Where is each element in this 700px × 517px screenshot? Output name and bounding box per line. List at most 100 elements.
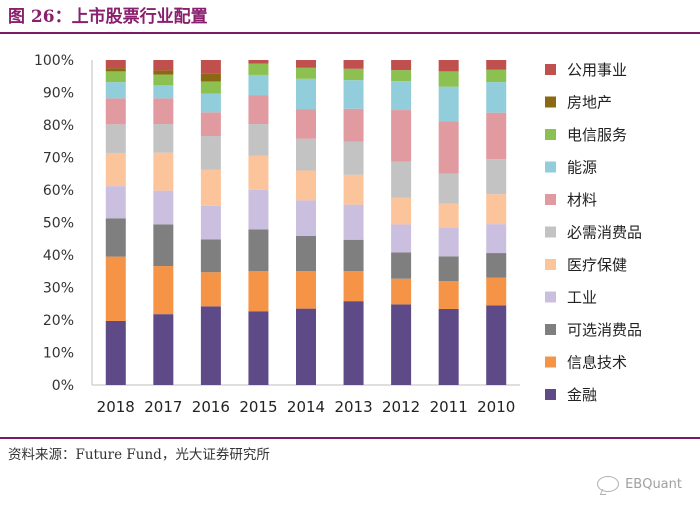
bar-segment	[296, 138, 316, 171]
figure-title: 图 26：上市股票行业配置	[8, 7, 208, 27]
bar-segment	[248, 63, 269, 75]
x-tick-label: 2013	[334, 398, 372, 416]
legend-swatch	[545, 324, 556, 335]
bar-segment	[105, 218, 126, 257]
legend-label: 工业	[567, 289, 597, 307]
bar-segment	[486, 69, 507, 83]
bar-segment	[343, 108, 364, 142]
bar-segment	[200, 136, 221, 170]
bar-segment	[200, 112, 221, 137]
bar-segment	[105, 82, 126, 99]
bar-segment	[153, 70, 174, 75]
legend-label: 房地产	[567, 94, 612, 112]
bar-segment	[200, 60, 221, 74]
x-tick-label: 2015	[239, 398, 277, 416]
bar-segment	[153, 98, 174, 125]
bar-segment	[296, 78, 316, 110]
bar-segment	[153, 224, 174, 267]
x-tick-label: 2011	[430, 398, 468, 416]
bar-segment	[153, 60, 174, 71]
bar-segment	[391, 110, 412, 162]
wechat-icon	[597, 476, 620, 492]
bar-segment	[105, 152, 126, 187]
bar-segment	[200, 169, 221, 206]
bar-segment	[296, 60, 316, 68]
bar-segment	[248, 155, 269, 190]
bar-segment	[343, 80, 364, 109]
y-tick-label: 10%	[43, 346, 74, 362]
bar-segment	[153, 266, 174, 315]
bar-segment	[296, 271, 316, 309]
bar-segment	[486, 277, 507, 306]
bar-segment	[486, 112, 507, 160]
bar-segment	[200, 272, 221, 307]
bar-segment	[343, 239, 364, 272]
bar-segment	[296, 170, 316, 201]
bar-segment	[486, 60, 507, 70]
bar-segment	[391, 224, 412, 253]
y-tick-label: 90%	[43, 86, 74, 102]
legend-label: 电信服务	[567, 126, 627, 144]
title-divider	[0, 32, 700, 34]
bar-segment	[438, 60, 459, 72]
bar-segment	[486, 159, 507, 195]
legend-label: 必需消费品	[567, 224, 642, 242]
bar-segment	[343, 204, 364, 240]
bar-segment	[200, 239, 221, 273]
y-tick-label: 80%	[43, 118, 74, 134]
bar-segment	[486, 224, 507, 254]
x-tick-label: 2012	[382, 398, 420, 416]
bar-segment	[105, 68, 126, 72]
chart-area: 0% 10% 20% 30% 40% 50% 60% 70% 80% 90% 100% 2018 201…	[0, 36, 700, 434]
bar-segment	[438, 173, 459, 204]
bar-segment	[438, 308, 459, 385]
legend-label: 医疗保健	[567, 256, 627, 274]
bar-segment	[391, 60, 412, 71]
bar-segment	[343, 174, 364, 205]
legend-swatch	[545, 96, 556, 108]
legend-label: 材料	[567, 191, 597, 209]
bar-segment	[153, 152, 174, 191]
x-tick-label: 2014	[287, 398, 325, 416]
legend-swatch	[545, 226, 556, 238]
bar-segment	[248, 311, 269, 385]
bar-segment	[105, 71, 126, 83]
bar-segment	[296, 308, 316, 385]
bar-segment	[438, 71, 459, 87]
source-divider	[0, 437, 700, 439]
bar-segment	[105, 60, 126, 69]
bar-segment	[296, 109, 316, 139]
bar-segment	[153, 314, 174, 385]
bar-segment	[248, 60, 269, 64]
legend-swatch	[545, 161, 556, 173]
y-tick-label: 100%	[34, 53, 74, 69]
bar-segment	[391, 81, 412, 111]
legend-swatch	[545, 291, 556, 303]
bar-segment	[486, 194, 507, 225]
legend-swatch	[545, 259, 556, 270]
bar-segment	[486, 305, 507, 385]
bar-segment	[248, 271, 269, 312]
bar-segment	[153, 74, 174, 86]
source-note: 资料来源：Future Fund，光大证券研究所	[8, 447, 270, 463]
y-tick-label: 60%	[43, 183, 74, 199]
y-tick-label: 70%	[43, 151, 74, 167]
y-tick-label: 30%	[43, 281, 74, 297]
bar-segment	[296, 67, 316, 79]
bar-segment	[343, 68, 364, 81]
bar-segment	[200, 205, 221, 240]
brand-watermark: EBQuant	[597, 476, 682, 492]
y-tick-label: 40%	[43, 248, 74, 264]
bar-segment	[343, 60, 364, 69]
x-tick-label: 2017	[144, 398, 182, 416]
legend-swatch	[545, 129, 556, 140]
bar-segment	[296, 235, 316, 272]
legend-label: 信息技术	[567, 354, 627, 372]
bar-segment	[391, 197, 412, 225]
bar-segment	[438, 227, 459, 257]
bar-segment	[200, 306, 221, 385]
bar-segment	[391, 70, 412, 82]
stacked-bar-chart: 0% 10% 20% 30% 40% 50% 60% 70% 80% 90% 100% 2018 201…	[34, 53, 642, 416]
bar-segment	[391, 161, 412, 198]
bar-segment	[153, 190, 174, 225]
